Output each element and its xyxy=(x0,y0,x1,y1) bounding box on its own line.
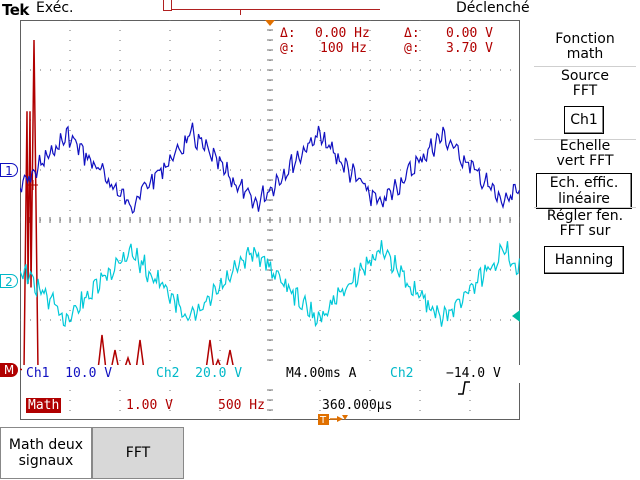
rising-edge-icon xyxy=(426,365,471,415)
math-scale: 1.00 V xyxy=(126,398,173,413)
math-ground-marker[interactable]: M xyxy=(0,363,18,377)
math-status-line: Math 1.00 V 500 Hz T 360.000µs xyxy=(22,397,520,426)
trigger-source: Ch2 xyxy=(390,366,414,381)
ch1-waveform xyxy=(20,122,520,214)
trigger-offset-value: 360.000µs xyxy=(322,398,393,413)
trigger-offset-icon: T xyxy=(286,397,349,447)
top-status-bar: Tek Exéc. Déclenché xyxy=(0,0,640,20)
ch2-waveform xyxy=(20,240,520,328)
source-fft-button[interactable]: Ch1 xyxy=(564,106,604,134)
side-menu: Fonction math Source FFT Ch1 Echelle ver… xyxy=(530,28,640,278)
record-position-tick xyxy=(240,9,241,15)
run-state: Exéc. xyxy=(36,0,74,16)
math-frequency: 500 Hz xyxy=(218,398,265,413)
svg-text:T: T xyxy=(319,415,327,426)
dual-waveform-math-button[interactable]: Math deux signaux xyxy=(0,427,92,479)
cursor-at-freq-label: @: xyxy=(280,41,296,56)
timebase-setting: M4.00ms A xyxy=(286,366,357,381)
channel-status-line: Ch1 10.0 V Ch2 20.0 V M4.00ms A Ch2 −14.… xyxy=(22,365,520,395)
brand-logo: Tek xyxy=(2,1,29,19)
trigger-level: −14.0 V xyxy=(446,366,501,381)
graticule xyxy=(20,20,520,420)
ch2-scale: Ch2 20.0 V xyxy=(156,366,243,381)
menu-divider xyxy=(534,139,636,140)
trigger-position-marker xyxy=(163,0,172,11)
cursor-delta-freq-label: Δ: xyxy=(280,26,296,41)
source-fft-label: Source FFT xyxy=(560,68,610,99)
cursor-delta-freq-value: 0.00 Hz xyxy=(315,26,370,41)
ch1-ground-marker[interactable]: 1 xyxy=(0,163,18,178)
record-position-line xyxy=(170,9,380,10)
trigger-level-arrow xyxy=(512,310,520,322)
bottom-menu: Math deux signaux FFT xyxy=(0,423,640,480)
ch1-scale: Ch1 10.0 V xyxy=(26,366,113,381)
fft-window-label: Régler fen. FFT sur xyxy=(546,208,624,239)
grid xyxy=(20,20,520,420)
cursor-at-freq-value: 100 Hz xyxy=(320,41,367,56)
fft-vertical-scale-label: Echelle vert FFT xyxy=(556,138,614,169)
cursor-at-volt-label: @: xyxy=(404,41,420,56)
fft-button[interactable]: FFT xyxy=(92,427,184,479)
cursor-delta-volt-value: 0.00 V xyxy=(446,26,493,41)
fft-window-button[interactable]: Hanning xyxy=(544,246,624,274)
ch2-ground-marker[interactable]: 2 xyxy=(0,274,18,289)
cursor-at-volt-value: 3.70 V xyxy=(446,41,493,56)
cursor-delta-volt-label: Δ: xyxy=(404,26,420,41)
math-label: Math xyxy=(26,398,62,413)
trigger-state: Déclenché xyxy=(456,0,530,16)
fft-vertical-scale-button[interactable]: Ech. effic. linéaire xyxy=(536,173,632,209)
menu-divider xyxy=(534,66,636,67)
trigger-point-arrow xyxy=(265,20,275,26)
menu-title: Fonction math xyxy=(555,31,615,62)
menu-divider xyxy=(534,207,636,208)
